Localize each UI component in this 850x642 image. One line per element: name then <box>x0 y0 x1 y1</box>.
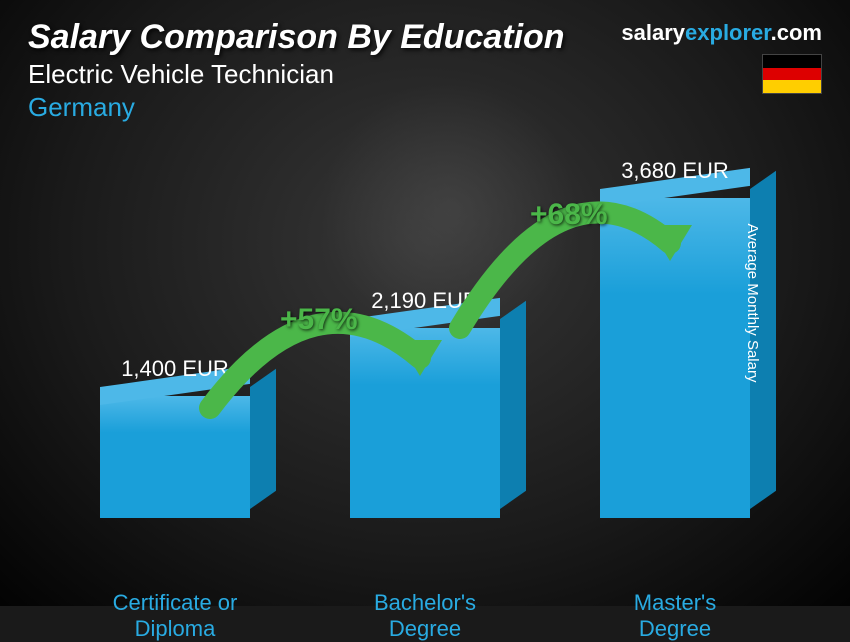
increase-arrow: +68% <box>60 148 770 578</box>
brand-part3: .com <box>771 20 822 45</box>
arrow-icon <box>60 148 780 578</box>
bar-label: Certificate orDiploma <box>113 590 238 642</box>
brand-logo: salaryexplorer.com <box>621 20 822 46</box>
country-flag-icon <box>762 54 822 94</box>
flag-stripe-2 <box>763 68 821 81</box>
bar-label: Master'sDegree <box>634 590 716 642</box>
flag-stripe-1 <box>763 55 821 68</box>
brand-part1: salary <box>621 20 685 45</box>
y-axis-label: Average Monthly Salary <box>744 224 761 383</box>
increase-label: +68% <box>530 198 608 232</box>
header: Salary Comparison By Education Electric … <box>28 18 565 123</box>
flag-stripe-3 <box>763 80 821 93</box>
bar-chart: 1,400 EURCertificate orDiploma2,190 EURB… <box>60 148 770 578</box>
bar-label: Bachelor'sDegree <box>374 590 476 642</box>
chart-subtitle: Electric Vehicle Technician <box>28 59 565 90</box>
brand-part2: explorer <box>685 20 771 45</box>
chart-country: Germany <box>28 92 565 123</box>
chart-title: Salary Comparison By Education <box>28 18 565 57</box>
